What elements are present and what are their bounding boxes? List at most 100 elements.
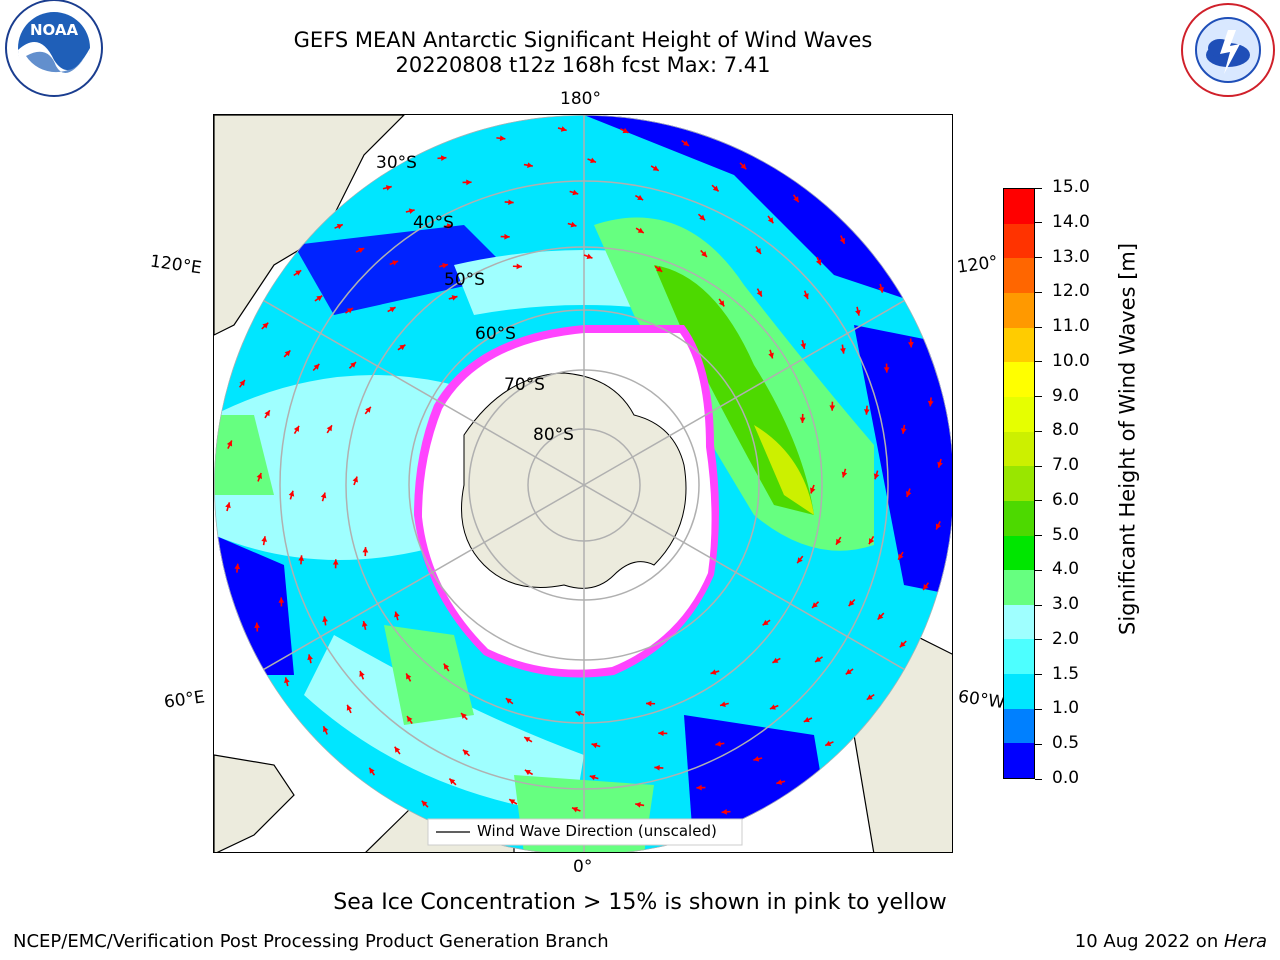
colorbar-tick-mark <box>1035 396 1042 398</box>
wind-arrow-head <box>361 621 368 627</box>
wind-arrow-head <box>443 663 450 670</box>
colorbar-tick-mark <box>1035 430 1042 432</box>
wind-arrow-head <box>527 162 533 169</box>
chart-title: GEFS MEAN Antarctic Significant Height o… <box>293 28 873 52</box>
wind-arrow-head <box>234 563 241 570</box>
lat-label-30s: 30°S <box>376 153 417 173</box>
footer-date-text: 10 Aug 2022 on <box>1074 931 1224 952</box>
colorbar-segment <box>1004 362 1034 397</box>
sea-ice-caption: Sea Ice Concentration > 15% is shown in … <box>333 890 947 915</box>
wind-arrow-head <box>239 380 245 386</box>
wind-arrow-head <box>877 613 884 620</box>
wind-arrow-head <box>622 127 629 134</box>
lat-label-80s: 80°S <box>533 425 574 445</box>
wind-arrow-head <box>508 199 514 206</box>
colorbar-tick-label: 11.0 <box>1052 316 1090 337</box>
wind-arrow-head <box>767 217 774 224</box>
wind-arrow-head <box>812 602 818 608</box>
footer-machine: Hera <box>1223 931 1267 952</box>
wind-arrow-head <box>696 784 702 791</box>
colorbar-tick-mark <box>1035 569 1042 571</box>
colorbar-segment <box>1004 223 1034 259</box>
wind-arrow-head <box>866 694 873 700</box>
colorbar-tick-mark <box>1035 222 1042 224</box>
wind-arrow-head <box>394 611 400 618</box>
wind-arrow-head <box>320 492 327 499</box>
colorbar-segment <box>1004 396 1034 432</box>
wind-arrow-head <box>829 405 836 411</box>
wind-arrow-head <box>466 179 472 186</box>
wind-arrow-head <box>499 135 506 142</box>
wind-arrow-head <box>701 251 707 257</box>
colorbar-segment <box>1004 639 1034 675</box>
colorbar-tick-mark <box>1035 187 1042 189</box>
map-legend <box>427 818 743 846</box>
wind-arrow-head <box>908 341 914 348</box>
national-weather-service-logo <box>1176 0 1280 112</box>
colorbar-tick-mark <box>1035 326 1042 328</box>
wind-arrow-head <box>873 473 880 480</box>
wind-arrow-head <box>421 800 428 807</box>
map-canvas <box>214 115 952 852</box>
wind-arrow-head <box>451 295 458 301</box>
wind-arrow-head <box>878 286 884 293</box>
colorbar-segment <box>1004 466 1034 501</box>
wind-arrow-head <box>326 425 332 432</box>
colorbar-segment <box>1004 500 1034 536</box>
wind-arrow-head <box>840 347 846 354</box>
colorbar-tick-mark <box>1035 465 1042 467</box>
wind-arrow-head <box>408 208 415 214</box>
wind-arrow-head <box>352 476 358 483</box>
wind-arrow-head <box>572 806 578 813</box>
wind-arrow-head <box>524 769 531 776</box>
wind-arrow-head <box>295 270 302 276</box>
wind-arrow-head <box>278 597 285 603</box>
wind-arrow-head <box>740 163 747 170</box>
wind-arrow-head <box>524 737 531 743</box>
lon-label-120e: 120°E <box>148 251 203 279</box>
colorbar-segment <box>1004 293 1034 328</box>
wind-arrow-head <box>718 300 725 307</box>
colorbar-tick-label: 8.0 <box>1052 420 1080 441</box>
wind-arrow-head <box>392 260 399 266</box>
wind-arrow-head <box>350 362 356 368</box>
wind-arrow-head <box>254 622 260 629</box>
wind-arrow-head <box>362 547 369 553</box>
colorbar-segment <box>1004 743 1034 778</box>
wind-arrow-head <box>635 801 641 808</box>
wind-arrow-head <box>394 746 401 753</box>
wind-arrow-head <box>710 669 717 675</box>
colorbar-tick-label: 14.0 <box>1052 211 1090 232</box>
colorbar-segment <box>1004 570 1034 605</box>
wind-arrow-head <box>799 417 806 423</box>
wind-arrow-head <box>721 809 728 815</box>
wind-arrow-head <box>793 196 799 203</box>
wind-arrow-head <box>841 471 848 478</box>
wind-arrow-head <box>836 538 842 545</box>
colorbar <box>1003 188 1035 779</box>
wind-arrow-head <box>712 185 719 192</box>
noaa-logo-text: NOAA <box>30 21 79 39</box>
wind-arrow-head <box>358 247 365 254</box>
colorbar-tick-label: 5.0 <box>1052 524 1080 545</box>
wind-arrow-head <box>797 557 803 564</box>
wind-arrow-head <box>288 490 295 497</box>
colorbar-segment <box>1004 535 1034 571</box>
colorbar-tick-label: 3.0 <box>1052 594 1080 615</box>
wind-arrow-head <box>654 764 660 771</box>
wind-arrow-head <box>845 668 852 675</box>
wind-arrow-head <box>449 778 456 785</box>
wind-arrow-head <box>839 237 845 244</box>
wind-arrow-head <box>256 473 263 479</box>
wind-arrow-head <box>898 553 904 560</box>
wind-arrow-head <box>815 656 822 662</box>
wind-arrow-head <box>800 343 807 349</box>
lon-label-180: 180° <box>560 89 601 109</box>
wind-arrow-head <box>656 266 663 272</box>
wind-arrow-head <box>652 165 659 171</box>
colorbar-tick-mark <box>1035 535 1042 537</box>
wind-arrow-head <box>332 559 339 565</box>
wind-arrow-head <box>658 730 664 737</box>
legend-label: Wind Wave Direction (unscaled) <box>477 822 717 840</box>
wind-arrow-head <box>406 673 412 680</box>
